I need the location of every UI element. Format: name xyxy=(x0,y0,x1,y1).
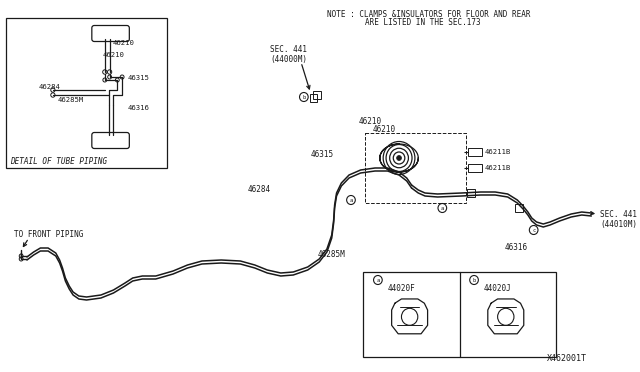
Text: SEC. 441
(44000M): SEC. 441 (44000M) xyxy=(270,45,307,64)
Text: 46210: 46210 xyxy=(373,125,396,134)
Bar xyxy=(468,148,482,156)
Text: a: a xyxy=(376,278,380,282)
Bar xyxy=(467,189,475,197)
Bar xyxy=(310,94,317,102)
Text: 46285M: 46285M xyxy=(317,250,345,259)
Text: 46315: 46315 xyxy=(310,150,333,159)
Text: NOTE : CLAMPS &INSULATORS FOR FLOOR AND REAR: NOTE : CLAMPS &INSULATORS FOR FLOOR AND … xyxy=(327,10,531,19)
Bar xyxy=(365,133,467,203)
Text: b: b xyxy=(302,94,305,99)
Bar xyxy=(314,91,321,99)
FancyBboxPatch shape xyxy=(92,26,129,42)
Text: a: a xyxy=(349,198,353,202)
Text: 46315: 46315 xyxy=(128,75,150,81)
Bar xyxy=(468,164,482,172)
Text: 46316: 46316 xyxy=(505,243,528,252)
Text: 46211B: 46211B xyxy=(484,165,511,171)
Text: 46316: 46316 xyxy=(128,105,150,111)
Text: DETAIL OF TUBE PIPING: DETAIL OF TUBE PIPING xyxy=(10,157,107,166)
Text: TO FRONT PIPING: TO FRONT PIPING xyxy=(15,230,84,239)
Text: ARE LISTED IN THE SEC.173: ARE LISTED IN THE SEC.173 xyxy=(365,18,481,27)
Text: 46211B: 46211B xyxy=(484,149,511,155)
Text: 44020J: 44020J xyxy=(484,284,511,293)
Text: 46210: 46210 xyxy=(103,52,125,58)
Text: a: a xyxy=(441,205,444,211)
Bar xyxy=(364,272,556,357)
Text: X462001T: X462001T xyxy=(547,354,586,363)
Bar xyxy=(515,204,523,212)
Bar xyxy=(6,18,167,168)
Text: 46210: 46210 xyxy=(358,117,382,126)
Text: b: b xyxy=(472,278,476,282)
Text: 46285M: 46285M xyxy=(58,97,84,103)
Text: 46210: 46210 xyxy=(113,40,134,46)
Text: 44020F: 44020F xyxy=(387,284,415,293)
FancyBboxPatch shape xyxy=(92,132,129,148)
Circle shape xyxy=(397,155,401,160)
Text: 46284: 46284 xyxy=(248,185,271,194)
Text: SEC. 441
(44010M): SEC. 441 (44010M) xyxy=(600,210,637,230)
Text: c: c xyxy=(532,228,535,232)
Text: 46284: 46284 xyxy=(38,84,60,90)
